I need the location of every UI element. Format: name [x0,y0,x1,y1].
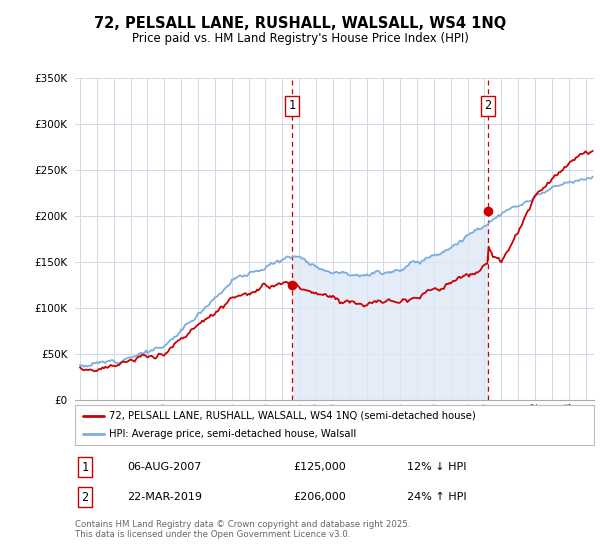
Text: 22-MAR-2019: 22-MAR-2019 [127,492,202,502]
Text: Contains HM Land Registry data © Crown copyright and database right 2025.
This d: Contains HM Land Registry data © Crown c… [75,520,410,539]
Text: HPI: Average price, semi-detached house, Walsall: HPI: Average price, semi-detached house,… [109,430,356,439]
Text: 72, PELSALL LANE, RUSHALL, WALSALL, WS4 1NQ (semi-detached house): 72, PELSALL LANE, RUSHALL, WALSALL, WS4 … [109,411,475,421]
Text: £125,000: £125,000 [293,462,346,472]
Text: 72, PELSALL LANE, RUSHALL, WALSALL, WS4 1NQ: 72, PELSALL LANE, RUSHALL, WALSALL, WS4 … [94,16,506,31]
Text: Price paid vs. HM Land Registry's House Price Index (HPI): Price paid vs. HM Land Registry's House … [131,32,469,45]
Text: 06-AUG-2007: 06-AUG-2007 [127,462,201,472]
Text: 2: 2 [485,99,492,112]
Text: 2: 2 [81,491,88,503]
Text: 12% ↓ HPI: 12% ↓ HPI [407,462,467,472]
Text: £206,000: £206,000 [293,492,346,502]
Text: 24% ↑ HPI: 24% ↑ HPI [407,492,467,502]
Text: 1: 1 [81,461,88,474]
Text: 1: 1 [289,99,296,112]
